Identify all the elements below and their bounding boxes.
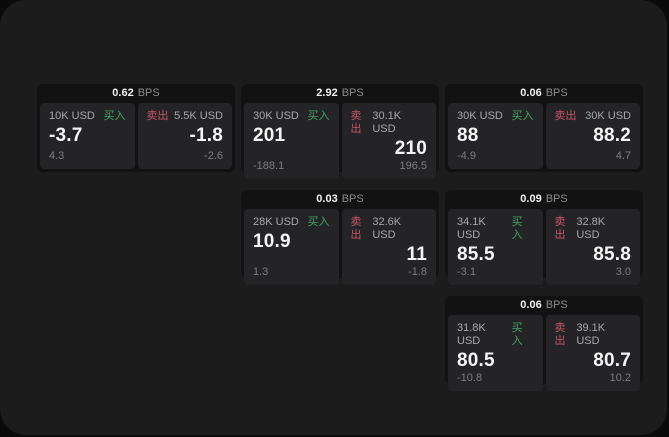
sell-delta: -1.8 bbox=[408, 266, 427, 278]
quote-card: 0.06 BPS 30K USD 买入 88 -4.9 卖出 30K USD bbox=[445, 84, 643, 172]
sell-delta: 196.5 bbox=[399, 160, 427, 172]
quote-card: 2.92 BPS 30K USD 买入 201 -188.1 卖出 30.1K … bbox=[241, 84, 439, 179]
sell-tile[interactable]: 卖出 32.8K USD 85.8 3.0 bbox=[545, 209, 640, 285]
sell-tile[interactable]: 卖出 30K USD 88.2 4.7 bbox=[545, 103, 640, 169]
buy-delta: 1.3 bbox=[253, 266, 269, 278]
bps-unit-label: BPS bbox=[137, 87, 160, 99]
sell-tile[interactable]: 卖出 30.1K USD 210 196.5 bbox=[341, 103, 436, 179]
sell-side-label: 卖出 bbox=[554, 110, 577, 122]
sell-amount: 32.8K USD bbox=[576, 216, 606, 241]
sell-delta: 3.0 bbox=[615, 266, 631, 278]
buy-amount: 10K USD bbox=[49, 110, 95, 122]
buy-tile[interactable]: 28K USD 买入 10.9 1.3 bbox=[244, 209, 339, 285]
bps-header: 0.06 BPS bbox=[448, 296, 640, 315]
bps-header: 0.09 BPS bbox=[448, 190, 640, 209]
buy-side-label: 买入 bbox=[307, 216, 330, 228]
quote-cards-grid: 0.62 BPS 10K USD 买入 -3.7 4.3 卖出 5.5K USD bbox=[37, 84, 643, 391]
buy-amount: 34.1K USD bbox=[457, 216, 486, 241]
sell-amount: 30K USD bbox=[585, 110, 631, 122]
buy-delta: 4.3 bbox=[49, 150, 65, 162]
sell-tile[interactable]: 卖出 32.6K USD 11 -1.8 bbox=[341, 209, 436, 285]
bps-value: 0.62 bbox=[112, 87, 134, 99]
bps-value: 0.06 bbox=[520, 87, 542, 99]
buy-price: 201 bbox=[253, 125, 286, 146]
buy-price: 85.5 bbox=[457, 244, 495, 265]
sell-side-label: 卖出 bbox=[554, 322, 566, 347]
buy-delta: -4.9 bbox=[457, 150, 476, 162]
buy-side-label: 买入 bbox=[511, 322, 523, 347]
buy-delta: -188.1 bbox=[253, 160, 285, 172]
buy-price: 88 bbox=[457, 125, 479, 146]
bps-value: 0.06 bbox=[520, 299, 542, 311]
sell-price: 80.7 bbox=[593, 350, 631, 371]
buy-price: -3.7 bbox=[49, 125, 83, 146]
sell-tile[interactable]: 卖出 39.1K USD 80.7 10.2 bbox=[545, 315, 640, 391]
bps-unit-label: BPS bbox=[341, 87, 364, 99]
buy-tile[interactable]: 31.8K USD 买入 80.5 -10.8 bbox=[448, 315, 543, 391]
sell-delta: 10.2 bbox=[609, 372, 631, 384]
sell-delta: 4.7 bbox=[615, 150, 631, 162]
sell-delta: -2.6 bbox=[204, 150, 223, 162]
bps-header: 2.92 BPS bbox=[244, 84, 436, 103]
buy-tile[interactable]: 34.1K USD 买入 85.5 -3.1 bbox=[448, 209, 543, 285]
buy-tile[interactable]: 30K USD 买入 201 -188.1 bbox=[244, 103, 339, 179]
sell-tile[interactable]: 卖出 5.5K USD -1.8 -2.6 bbox=[137, 103, 232, 169]
buy-side-label: 买入 bbox=[307, 110, 330, 122]
sell-amount: 30.1K USD bbox=[372, 110, 402, 135]
buy-tile[interactable]: 30K USD 买入 88 -4.9 bbox=[448, 103, 543, 169]
sell-price: 88.2 bbox=[593, 125, 631, 146]
buy-price: 80.5 bbox=[457, 350, 495, 371]
buy-side-label: 买入 bbox=[511, 216, 523, 241]
quote-card: 0.06 BPS 31.8K USD 买入 80.5 -10.8 卖出 39.1… bbox=[445, 296, 643, 391]
bps-unit-label: BPS bbox=[545, 87, 568, 99]
buy-side-label: 买入 bbox=[103, 110, 126, 122]
buy-side-label: 买入 bbox=[511, 110, 534, 122]
bps-header: 0.06 BPS bbox=[448, 84, 640, 103]
quote-card: 0.62 BPS 10K USD 买入 -3.7 4.3 卖出 5.5K USD bbox=[37, 84, 235, 172]
buy-amount: 30K USD bbox=[253, 110, 299, 122]
sell-side-label: 卖出 bbox=[350, 110, 362, 135]
bps-value: 2.92 bbox=[316, 87, 338, 99]
sell-side-label: 卖出 bbox=[554, 216, 566, 241]
buy-delta: -10.8 bbox=[457, 372, 483, 384]
buy-amount: 31.8K USD bbox=[457, 322, 486, 347]
buy-tile[interactable]: 10K USD 买入 -3.7 4.3 bbox=[40, 103, 135, 169]
bps-value: 0.09 bbox=[520, 193, 542, 205]
buy-amount: 30K USD bbox=[457, 110, 503, 122]
sell-price: 85.8 bbox=[593, 244, 631, 265]
quote-card: 0.03 BPS 28K USD 买入 10.9 1.3 卖出 32.6K US… bbox=[241, 190, 439, 285]
sell-price: -1.8 bbox=[189, 125, 223, 146]
quote-card: 0.09 BPS 34.1K USD 买入 85.5 -3.1 卖出 32.8K… bbox=[445, 190, 643, 285]
sell-amount: 39.1K USD bbox=[576, 322, 606, 347]
bps-header: 0.03 BPS bbox=[244, 190, 436, 209]
bps-unit-label: BPS bbox=[341, 193, 364, 205]
bps-unit-label: BPS bbox=[545, 299, 568, 311]
bps-unit-label: BPS bbox=[545, 193, 568, 205]
bps-value: 0.03 bbox=[316, 193, 338, 205]
buy-price: 10.9 bbox=[253, 231, 291, 252]
sell-price: 210 bbox=[394, 138, 427, 159]
buy-delta: -3.1 bbox=[457, 266, 476, 278]
sell-side-label: 卖出 bbox=[350, 216, 362, 241]
sell-side-label: 卖出 bbox=[146, 110, 169, 122]
sell-price: 11 bbox=[406, 244, 427, 265]
sell-amount: 32.6K USD bbox=[372, 216, 402, 241]
sell-amount: 5.5K USD bbox=[174, 110, 223, 122]
bps-header: 0.62 BPS bbox=[40, 84, 232, 103]
buy-amount: 28K USD bbox=[253, 216, 299, 228]
